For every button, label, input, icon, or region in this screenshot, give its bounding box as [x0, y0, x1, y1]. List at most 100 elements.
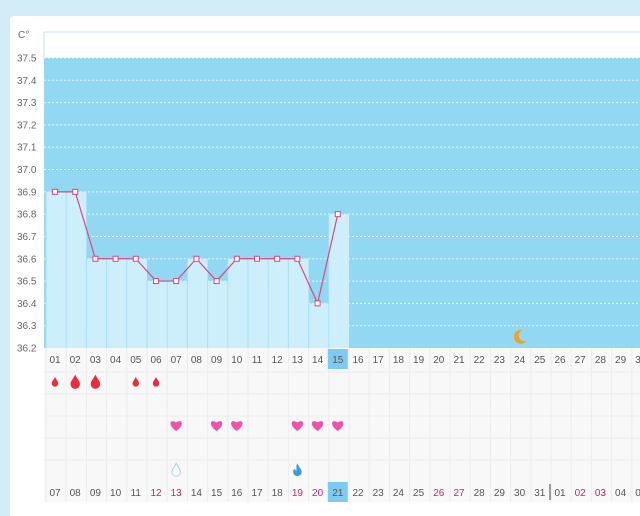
calendar-date-label[interactable]: 02 [575, 488, 587, 499]
cycle-day-label[interactable]: 03 [90, 355, 102, 366]
temperature-point[interactable] [254, 255, 260, 262]
calendar-date-label[interactable]: 15 [211, 488, 223, 499]
period-drop-icon [70, 374, 80, 389]
heart-icon [231, 421, 243, 431]
calendar-date-label[interactable]: 27 [453, 488, 465, 499]
temperature-point[interactable] [72, 188, 79, 195]
temperature-point[interactable] [334, 211, 341, 218]
cycle-day-label[interactable]: 23 [494, 355, 506, 366]
cycle-day-label[interactable]: 26 [554, 355, 566, 366]
cycle-day-label[interactable]: 28 [595, 355, 607, 366]
temperature-point[interactable] [52, 188, 58, 195]
y-tick-label: 36.7 [17, 232, 37, 243]
cycle-day-label[interactable]: 27 [575, 355, 587, 366]
y-tick-label: 37.1 [17, 143, 37, 154]
cycle-day-label[interactable]: 19 [413, 355, 425, 366]
calendar-date-label[interactable]: 26 [433, 488, 445, 499]
current-date-highlight [327, 482, 348, 502]
calendar-date-label[interactable]: 22 [352, 488, 364, 499]
calendar-date-label[interactable]: 05 [635, 488, 640, 499]
temperature-point[interactable] [314, 300, 321, 307]
calendar-date-label[interactable]: 12 [150, 488, 162, 499]
calendar-date-label[interactable]: 03 [595, 488, 607, 499]
calendar-date-label[interactable]: 09 [90, 488, 102, 499]
cervical-fluid-light-icon [171, 462, 181, 477]
calendar-date-label[interactable]: 19 [292, 488, 304, 499]
grid-lines [44, 57, 640, 327]
temperature-bar [66, 191, 87, 348]
period-drop-icon [132, 376, 140, 387]
calendar-date-label[interactable]: 10 [110, 488, 122, 499]
calendar-date-label[interactable]: 30 [514, 488, 526, 499]
cycle-day-label[interactable]: 29 [615, 355, 627, 366]
heart-icon [332, 421, 344, 431]
calendar-date-label[interactable]: 13 [171, 488, 183, 499]
calendar-date-label[interactable]: 04 [615, 488, 627, 499]
temperature-bar [106, 258, 127, 348]
temperature-bar [147, 281, 168, 348]
cycle-day-label[interactable]: 20 [433, 355, 445, 366]
calendar-date-label[interactable]: 31 [534, 488, 546, 499]
cycle-day-label[interactable]: 16 [352, 355, 364, 366]
cycle-day-label[interactable]: 21 [453, 355, 465, 366]
calendar-date-label[interactable]: 18 [272, 488, 284, 499]
calendar-date-label[interactable]: 08 [70, 488, 82, 499]
cycle-day-label[interactable]: 10 [231, 355, 243, 366]
temperature-chart: 36.2 36.3 36.4 36.5 36.6 36.7 36.8 36.9 37.0 37.1… [17, 30, 640, 502]
cycle-day-label[interactable]: 06 [150, 355, 162, 366]
calendar-date-label[interactable]: 21 [332, 488, 344, 499]
cycle-day-label[interactable]: 24 [514, 355, 526, 366]
temperature-point[interactable] [193, 255, 200, 262]
cycle-day-label[interactable]: 01 [49, 355, 61, 366]
cycle-day-label[interactable]: 02 [70, 355, 82, 366]
temperature-point[interactable] [112, 255, 119, 262]
temperature-point[interactable] [294, 255, 301, 262]
calendar-date-label[interactable]: 28 [474, 488, 486, 499]
temperature-point[interactable] [92, 255, 99, 262]
cycle-day-label[interactable]: 13 [292, 355, 304, 366]
calendar-date-label[interactable]: 23 [373, 488, 385, 499]
y-axis: 36.2 36.3 36.4 36.5 36.6 36.7 36.8 36.9 37.0 37.1… [17, 54, 37, 355]
temperature-point[interactable] [233, 255, 240, 262]
cycle-day-label[interactable]: 22 [474, 355, 486, 366]
cycle-day-label[interactable]: 17 [373, 355, 385, 366]
cycle-day-label[interactable]: 11 [252, 355, 263, 366]
calendar-date-label[interactable]: 16 [231, 488, 243, 499]
current-day-highlight [327, 349, 348, 369]
temperature-point[interactable] [132, 255, 139, 262]
temperature-point[interactable] [173, 278, 180, 285]
cycle-day-label[interactable]: 12 [272, 355, 284, 366]
heart-icon [311, 421, 324, 431]
cycle-day-axis: 01 02 03 04 05 06 07 08 09 10 11 12 13 14 15 16 17 18 19 20… [49, 355, 640, 366]
cycle-day-label[interactable]: 15 [332, 355, 344, 366]
calendar-date-label[interactable]: 11 [131, 488, 142, 499]
calendar-date-label[interactable]: 14 [191, 488, 203, 499]
y-tick-label: 36.3 [17, 321, 37, 332]
cycle-day-label[interactable]: 08 [191, 355, 203, 366]
period-drop-icon [152, 376, 160, 387]
y-tick-label: 37.3 [17, 98, 37, 109]
temperature-point[interactable] [153, 278, 159, 285]
cycle-day-label[interactable]: 18 [393, 355, 405, 366]
calendar-date-label[interactable]: 29 [494, 488, 506, 499]
y-tick-label: 36.8 [17, 210, 37, 221]
heart-icon [210, 421, 223, 431]
calendar-date-label[interactable]: 07 [49, 488, 61, 499]
temperature-point[interactable] [213, 278, 220, 285]
calendar-date-label[interactable]: 01 [554, 488, 566, 499]
cycle-day-label[interactable]: 30 [635, 355, 640, 366]
cycle-day-label[interactable]: 25 [534, 355, 546, 366]
cycle-day-label[interactable]: 14 [312, 355, 324, 366]
cycle-day-label[interactable]: 07 [171, 355, 183, 366]
cycle-day-label[interactable]: 04 [110, 355, 122, 366]
temperature-point[interactable] [274, 255, 281, 262]
heart-icon [291, 421, 304, 431]
calendar-date-label[interactable]: 20 [312, 488, 324, 499]
calendar-date-label[interactable]: 17 [251, 488, 263, 499]
cycle-day-label[interactable]: 05 [130, 355, 142, 366]
period-drop-icon [90, 374, 101, 389]
cycle-day-label[interactable]: 09 [211, 355, 223, 366]
calendar-date-label[interactable]: 24 [393, 488, 405, 499]
y-tick-label: 36.9 [17, 187, 37, 198]
calendar-date-label[interactable]: 25 [413, 488, 425, 499]
